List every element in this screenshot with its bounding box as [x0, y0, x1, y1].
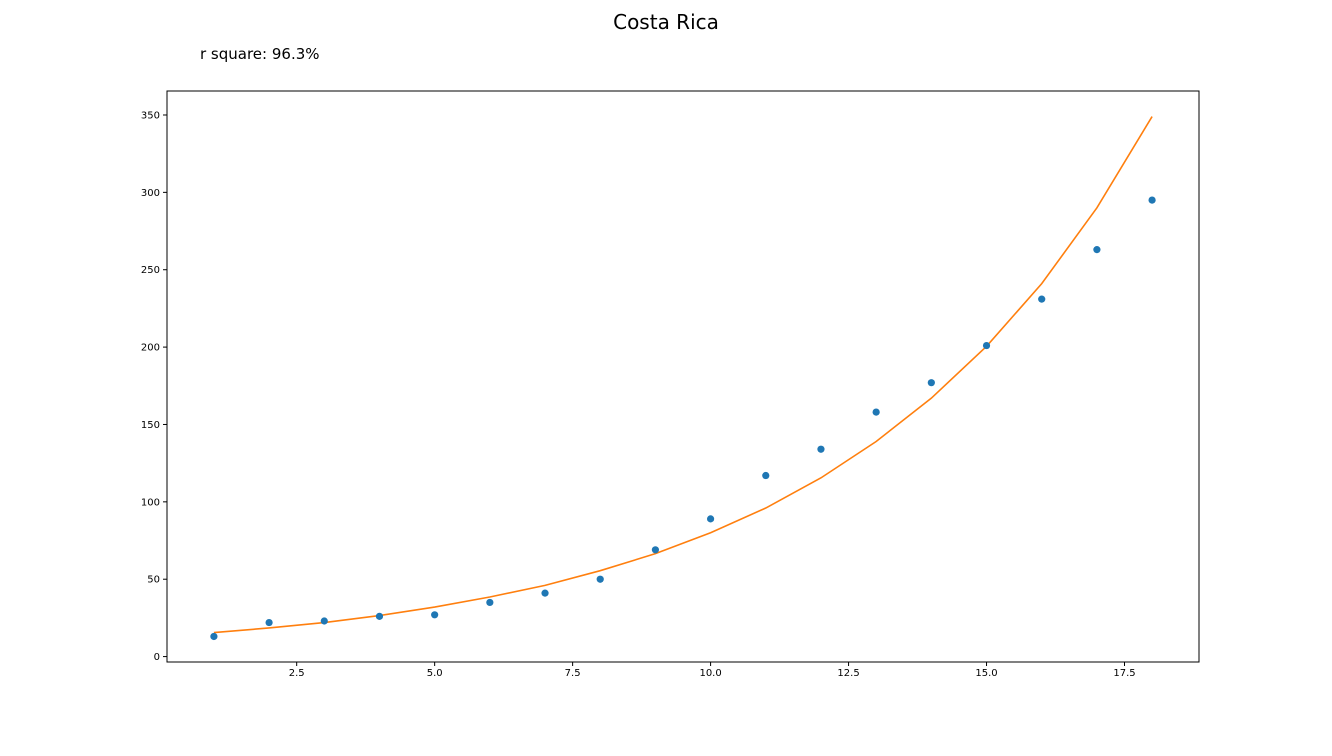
data-point	[1148, 196, 1156, 204]
y-tick-label: 150	[141, 420, 160, 431]
data-point	[596, 575, 604, 583]
data-point	[210, 632, 218, 641]
data-point	[762, 471, 770, 480]
plot-frame	[166, 90, 1200, 663]
data-point	[320, 617, 328, 625]
x-tick-label: 2.5	[289, 668, 305, 679]
data-point	[431, 611, 439, 619]
data-point	[982, 341, 991, 350]
data-point	[1093, 246, 1101, 254]
data-point	[541, 589, 549, 597]
x-tick-label: 15.0	[975, 668, 997, 679]
data-point	[706, 515, 715, 523]
x-tick-label: 7.5	[565, 668, 581, 679]
data-point	[486, 598, 494, 607]
data-point	[817, 445, 825, 453]
y-tick-label: 300	[141, 188, 160, 199]
x-tick-label: 12.5	[837, 668, 859, 679]
chart-title: Costa Rica	[613, 10, 719, 34]
y-tick-label: 100	[141, 497, 160, 508]
y-tick-label: 50	[147, 575, 160, 586]
data-point	[651, 546, 660, 554]
y-tick-label: 250	[141, 265, 160, 276]
data-point	[927, 379, 935, 387]
data-point	[872, 408, 880, 416]
y-tick-label: 200	[141, 343, 160, 354]
x-tick-label: 5.0	[427, 668, 443, 679]
data-point	[1038, 295, 1046, 303]
x-tick-label: 10.0	[699, 668, 721, 679]
r-square-annotation: r square: 96.3%	[200, 45, 320, 63]
y-tick-label: 350	[141, 110, 160, 121]
x-tick-label: 17.5	[1113, 668, 1135, 679]
fit-line	[213, 116, 1153, 634]
data-point	[265, 618, 273, 627]
y-tick-label: 0	[154, 652, 160, 663]
data-point	[375, 612, 384, 620]
